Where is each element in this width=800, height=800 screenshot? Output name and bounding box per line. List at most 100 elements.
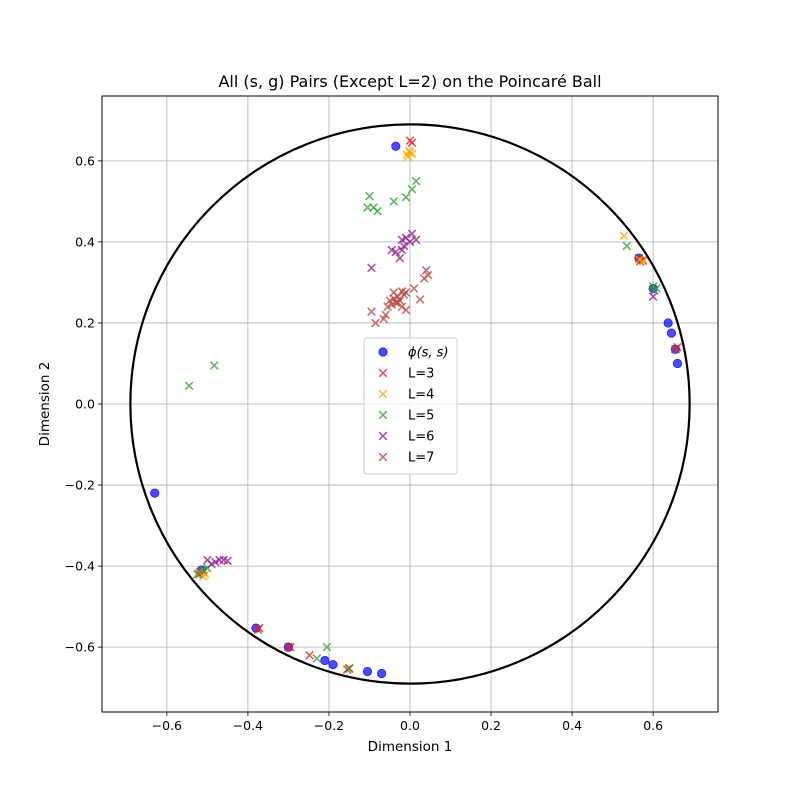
data-point: [184, 381, 194, 391]
legend-entry: ϕ(s, s): [378, 346, 449, 361]
data-point: [401, 288, 411, 297]
data-point: [395, 296, 405, 306]
data-point: [395, 253, 405, 263]
data-point: [389, 288, 399, 297]
data-point: [383, 302, 393, 312]
data-point: [407, 184, 417, 194]
legend-marker: [378, 410, 388, 420]
poincare-boundary: [129, 123, 691, 685]
data-point: [401, 192, 411, 202]
data-point: [387, 245, 397, 255]
data-point: [192, 569, 202, 579]
legend-label: L=3: [408, 367, 434, 382]
legend-entry: L=4: [378, 388, 434, 403]
legend-entry: L=7: [378, 451, 434, 466]
data-point: [286, 642, 295, 652]
data-point: [421, 265, 431, 275]
chart-title: All (s, g) Pairs (Except L=2) on the Poi…: [218, 72, 601, 91]
legend-entry: L=5: [378, 409, 434, 424]
data-point: [223, 556, 232, 566]
data-point: [671, 344, 680, 354]
data-point: [367, 307, 376, 316]
data-point: [423, 270, 433, 280]
series-4: [203, 229, 658, 569]
data-point: [404, 146, 414, 156]
data-point: [253, 625, 263, 635]
x-tick-label: −0.4: [233, 718, 263, 733]
data-point: [391, 141, 401, 151]
data-point: [377, 668, 387, 679]
data-point: [322, 642, 332, 652]
data-point: [411, 176, 421, 186]
data-point: [666, 328, 676, 338]
data-point: [622, 241, 632, 251]
data-point: [648, 292, 658, 301]
data-point: [305, 650, 314, 660]
x-tick-label: 0.2: [481, 718, 501, 733]
x-tick-label: −0.6: [152, 718, 182, 733]
series-5: [367, 265, 680, 354]
legend-label: L=4: [408, 388, 434, 403]
y-tick-label: 0.4: [75, 234, 95, 249]
legend-box: [363, 337, 458, 475]
data-point: [397, 245, 407, 255]
series-2: [194, 146, 648, 581]
data-point: [371, 318, 380, 328]
y-tick-label: −0.2: [65, 478, 95, 493]
data-point: [415, 295, 425, 304]
x-tick-label: −0.2: [314, 718, 344, 733]
legend-marker: [378, 452, 388, 462]
data-point: [397, 235, 407, 245]
legend-marker: [378, 368, 388, 378]
data-point: [203, 555, 212, 565]
legend-marker: [378, 389, 388, 399]
x-tick-label: 0.6: [643, 718, 663, 733]
data-point: [379, 314, 389, 324]
data-point: [312, 654, 322, 663]
data-point: [405, 237, 415, 247]
data-point: [365, 191, 374, 201]
legend-entry: L=6: [378, 430, 434, 445]
data-point: [320, 655, 330, 666]
data-point: [328, 659, 338, 670]
y-tick-label: 0.2: [75, 315, 95, 330]
axis-ticks: −0.6 −0.4 −0.2 0.0 0.2 0.4 0.6 −0.6 −0.4 −0.2 0.0 0…: [65, 153, 663, 733]
data-point: [672, 358, 683, 369]
data-point: [407, 138, 417, 147]
data-point: [367, 263, 376, 273]
data-point: [389, 197, 399, 206]
y-tick-label: −0.4: [65, 559, 95, 574]
data-point: [344, 664, 354, 674]
data-point: [401, 305, 411, 315]
data-point: [619, 231, 629, 241]
legend: ϕ(s, s) L=3 L=4 L=5 L=6 L=7: [363, 337, 458, 475]
data-point: [284, 642, 293, 652]
data-point: [150, 488, 160, 498]
legend-label: L=6: [408, 430, 434, 445]
boundary-circle: [129, 123, 691, 685]
data-point: [407, 229, 417, 239]
legend-label: L=5: [408, 409, 434, 424]
y-tick-label: 0.0: [75, 397, 95, 412]
legend-label: ϕ(s, s): [408, 346, 449, 361]
legend-marker: [378, 431, 388, 441]
y-axis-label: Dimension 2: [37, 362, 53, 447]
data-point: [209, 361, 219, 370]
data-point: [638, 256, 648, 266]
legend-marker: [378, 347, 388, 357]
data-points: [150, 136, 683, 679]
data-point: [663, 318, 673, 328]
legend-label: L=7: [408, 451, 434, 466]
series-3: [184, 176, 661, 674]
data-point: [362, 666, 373, 677]
data-point: [411, 235, 421, 245]
x-tick-label: 0.0: [400, 718, 420, 733]
x-tick-label: 0.4: [562, 718, 582, 733]
y-tick-label: −0.6: [65, 640, 95, 655]
data-point: [373, 206, 382, 216]
x-axis-label: Dimension 1: [368, 739, 453, 755]
data-point: [409, 284, 419, 293]
legend-entry: L=3: [378, 367, 434, 382]
y-tick-label: 0.6: [75, 153, 95, 168]
